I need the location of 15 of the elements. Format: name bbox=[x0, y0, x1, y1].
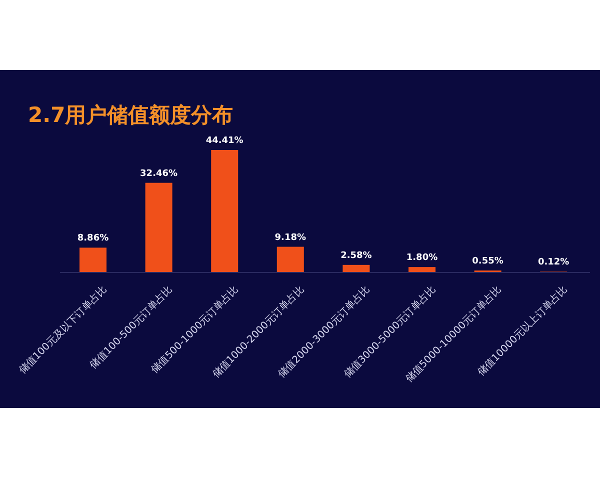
bar bbox=[342, 264, 370, 272]
data-label: 44.41% bbox=[206, 136, 244, 146]
bar bbox=[211, 150, 238, 272]
bar bbox=[408, 267, 436, 272]
bar bbox=[276, 246, 304, 272]
data-label: 1.80% bbox=[406, 253, 438, 264]
data-label: 9.18% bbox=[274, 232, 306, 243]
chart-title: 2.7用户储值额度分布 bbox=[28, 103, 234, 127]
data-label: 0.55% bbox=[472, 256, 504, 266]
bar bbox=[145, 182, 172, 272]
data-label: 2.58% bbox=[340, 250, 372, 261]
data-label: 0.12% bbox=[538, 258, 570, 268]
bar bbox=[80, 248, 106, 272]
data-label: 32.46% bbox=[140, 168, 178, 179]
data-label: 8.86% bbox=[77, 234, 109, 244]
